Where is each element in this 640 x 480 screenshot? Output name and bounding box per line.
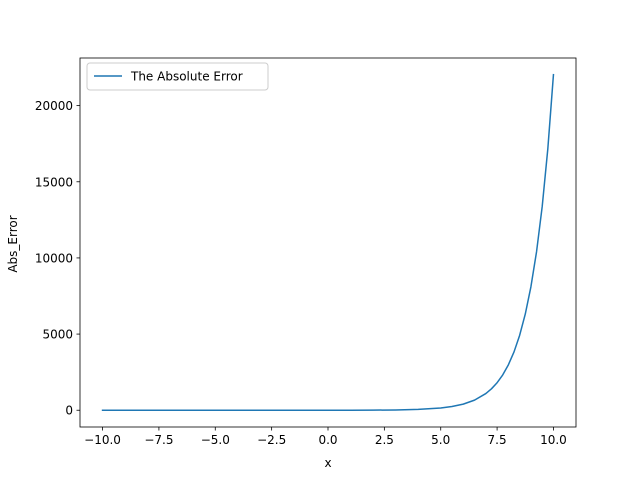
x-tick-label: 7.5 [488,433,507,447]
y-tick-label: 0 [65,404,73,418]
y-tick-label: 10000 [35,251,73,265]
x-tick-label: 10.0 [540,433,567,447]
x-axis-label: x [324,456,331,470]
x-tick-label: −5.0 [201,433,230,447]
y-tick-label: 5000 [42,328,73,342]
x-tick-label: 5.0 [431,433,450,447]
legend: The Absolute Error [86,62,269,91]
series-line-0 [101,73,555,411]
y-axis-ticks: 0 5000 10000 15000 20000 [35,99,80,418]
x-tick-label: 2.5 [375,433,394,447]
x-tick-label: −10.0 [84,433,121,447]
x-tick-label: −2.5 [257,433,286,447]
y-tick-label: 15000 [35,175,73,189]
x-tick-label: −7.5 [144,433,173,447]
y-tick-label: 20000 [35,99,73,113]
y-axis-label: Abs_Error [6,215,20,272]
x-axis-ticks: −10.0 −7.5 −5.0 −2.5 0.0 2.5 5.0 7.5 10.0 [84,427,567,447]
legend-box [86,62,269,91]
legend-label: The Absolute Error [130,70,243,84]
x-tick-label: 0.0 [318,433,337,447]
